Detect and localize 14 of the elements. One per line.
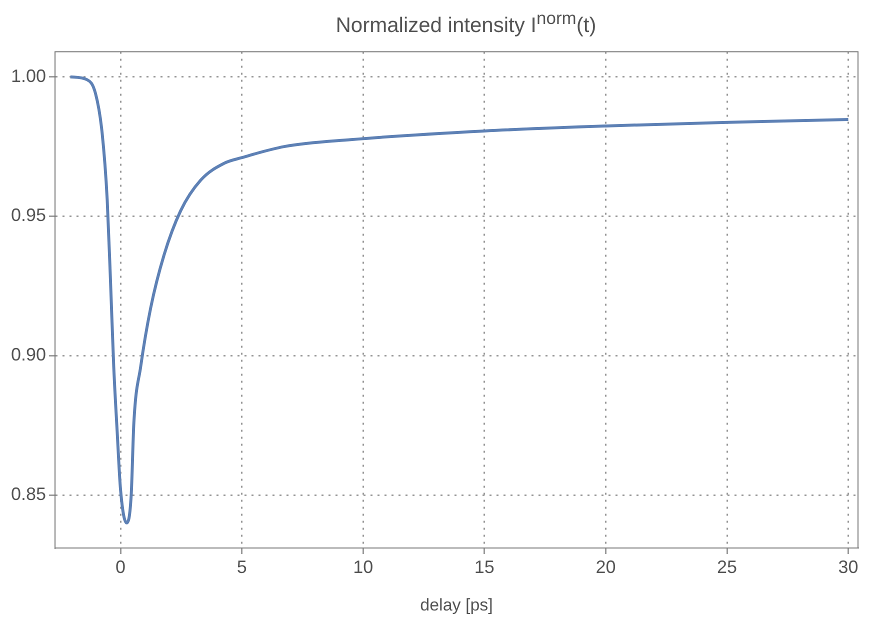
x-tick-label: 5 — [236, 556, 247, 577]
x-tick-label: 20 — [596, 556, 616, 577]
chart-title: Normalized intensity I$^{norm}$(t) — [334, 8, 598, 38]
x-axis-title: delay [ps] — [420, 595, 493, 614]
y-tick-label: 0.85 — [10, 484, 46, 504]
y-tick-label: 0.95 — [10, 205, 46, 226]
x-tick-label: 0 — [116, 556, 126, 577]
x-tick-label: 25 — [716, 556, 738, 577]
x-tick-label: 10 — [353, 556, 374, 577]
line-series — [68, 75, 850, 524]
x-tick-label: 15 — [474, 556, 494, 577]
y-tick-label: 0.90 — [10, 344, 46, 365]
x-tick-label: 30 — [838, 556, 858, 577]
y-tick-label: 1.00 — [10, 66, 46, 86]
